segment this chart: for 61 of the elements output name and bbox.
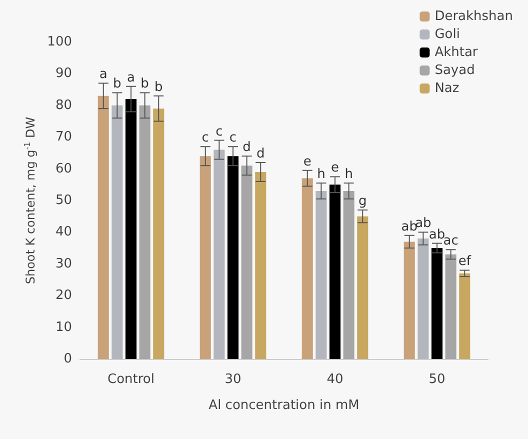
data-label: c bbox=[202, 130, 209, 146]
y-tick-label: 10 bbox=[55, 320, 72, 335]
x-tick-label: 40 bbox=[326, 372, 344, 387]
bar bbox=[357, 216, 368, 359]
bar bbox=[241, 166, 252, 359]
data-label: d bbox=[242, 140, 251, 156]
data-label: b bbox=[113, 76, 122, 92]
bar bbox=[200, 156, 211, 359]
bar bbox=[445, 254, 456, 359]
y-tick-label: 20 bbox=[55, 288, 72, 304]
bar bbox=[255, 172, 266, 359]
y-tick-label: 0 bbox=[64, 352, 72, 366]
bar bbox=[316, 190, 327, 359]
bar bbox=[431, 248, 443, 359]
data-label: ab bbox=[428, 227, 446, 242]
legend-label: Derakhshan bbox=[434, 9, 514, 24]
y-tick-label: 50 bbox=[55, 193, 72, 208]
data-label: a bbox=[99, 67, 108, 82]
bar bbox=[139, 105, 150, 359]
data-label: g bbox=[358, 194, 367, 210]
data-label: h bbox=[317, 167, 326, 182]
bar bbox=[153, 108, 164, 359]
data-label: b bbox=[140, 76, 149, 92]
y-axis-title: Shoot K content, mg g-1 DW bbox=[22, 116, 38, 284]
data-label: e bbox=[331, 160, 339, 176]
bar bbox=[125, 99, 137, 359]
data-label: ac bbox=[443, 234, 458, 249]
bar bbox=[98, 96, 109, 359]
bar bbox=[459, 273, 470, 359]
data-label: c bbox=[229, 130, 237, 146]
x-tick-label: 50 bbox=[428, 372, 446, 387]
y-tick-label: 100 bbox=[47, 34, 72, 50]
x-axis-title: Al concentration in mM bbox=[208, 398, 360, 413]
bar bbox=[302, 178, 313, 359]
bar bbox=[404, 242, 415, 359]
data-label: ef bbox=[458, 254, 472, 270]
data-label: a bbox=[127, 70, 135, 86]
x-tick-label: Control bbox=[108, 372, 154, 387]
legend-label: Sayad bbox=[434, 63, 475, 78]
bar bbox=[343, 190, 354, 359]
data-label: d bbox=[256, 146, 265, 162]
y-tick-label: 90 bbox=[55, 66, 72, 82]
data-label: c bbox=[216, 124, 223, 140]
y-tick-label: 70 bbox=[55, 130, 72, 145]
legend-label: Goli bbox=[434, 27, 460, 42]
data-label: e bbox=[303, 154, 312, 170]
legend-label: Akhtar bbox=[434, 45, 478, 60]
data-label: h bbox=[344, 167, 353, 182]
bar bbox=[112, 105, 123, 359]
data-label: b bbox=[154, 80, 163, 95]
y-tick-label: 60 bbox=[55, 161, 72, 176]
legend-label: Naz bbox=[434, 81, 460, 96]
bar bbox=[214, 150, 225, 359]
data-label: ab bbox=[401, 219, 418, 234]
y-tick-label: 30 bbox=[55, 256, 72, 272]
y-tick-label: 40 bbox=[55, 224, 72, 240]
x-tick-label: 30 bbox=[224, 372, 242, 387]
bar bbox=[227, 156, 239, 359]
bar bbox=[329, 184, 341, 359]
bar bbox=[418, 238, 429, 359]
y-tick-label: 80 bbox=[55, 98, 72, 113]
